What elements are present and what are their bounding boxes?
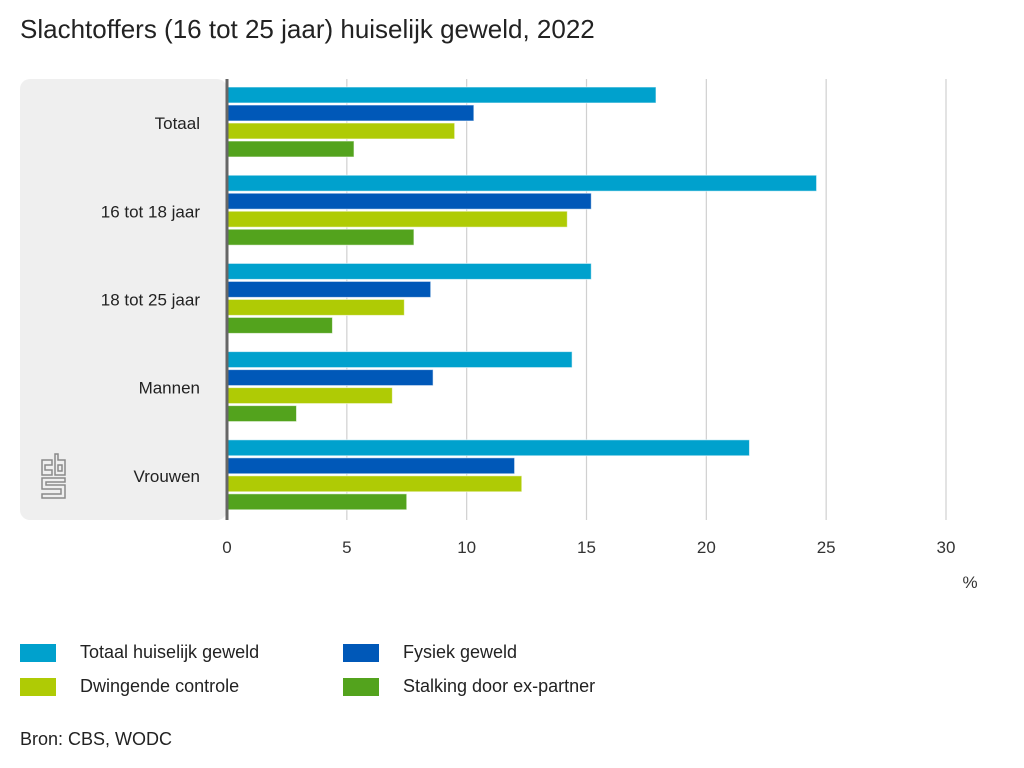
- cbs-logo-icon: [41, 453, 66, 499]
- x-tick-label: 15: [577, 538, 596, 557]
- x-tick-labels: 0 5 10 15 20 25 30: [222, 538, 955, 557]
- bar: [226, 439, 750, 457]
- bar: [226, 493, 408, 511]
- bar: [226, 405, 298, 423]
- category-label: 18 tot 25 jaar: [101, 291, 201, 310]
- bar: [226, 210, 568, 228]
- category-panel: [20, 79, 227, 520]
- category-label: Mannen: [139, 379, 200, 398]
- bars: [226, 86, 818, 511]
- x-tick-label: 10: [457, 538, 476, 557]
- bar: [226, 140, 355, 158]
- legend-item-dwingende: Dwingende controle: [20, 676, 239, 697]
- x-tick-label: 5: [342, 538, 351, 557]
- bar: [226, 387, 393, 405]
- bar: [226, 369, 434, 387]
- legend-item-fysiek: Fysiek geweld: [343, 642, 517, 663]
- legend-item-stalking: Stalking door ex-partner: [343, 676, 595, 697]
- legend-label: Totaal huiselijk geweld: [80, 642, 260, 662]
- bar: [226, 475, 523, 493]
- bar-chart: Totaal 16 tot 18 jaar 18 tot 25 jaar Mannen…: [20, 79, 978, 592]
- bar: [226, 316, 333, 334]
- category-labels: Totaal 16 tot 18 jaar 18 tot 25 jaar Mannen…: [101, 114, 201, 486]
- x-tick-label: 0: [222, 538, 231, 557]
- bar: [226, 298, 405, 316]
- legend-swatch: [20, 643, 56, 662]
- bar: [226, 122, 456, 140]
- x-axis-label: %: [962, 573, 977, 592]
- x-tick-label: 20: [697, 538, 716, 557]
- bar: [226, 86, 657, 104]
- category-label: Vrouwen: [134, 467, 200, 486]
- legend-swatch: [343, 677, 379, 696]
- category-label: 16 tot 18 jaar: [101, 202, 201, 221]
- bar: [226, 192, 592, 210]
- category-label: Totaal: [155, 114, 200, 133]
- chart-title: Slachtoffers (16 tot 25 jaar) huiselijk …: [20, 14, 595, 44]
- bar: [226, 351, 573, 369]
- legend-label: Dwingende controle: [80, 676, 240, 696]
- source-note: Bron: CBS, WODC: [20, 729, 173, 749]
- bar: [226, 174, 818, 192]
- legend-item-totaal: Totaal huiselijk geweld: [20, 642, 259, 663]
- bar: [226, 280, 432, 298]
- x-tick-label: 30: [937, 538, 956, 557]
- legend-label: Stalking door ex-partner: [403, 676, 596, 696]
- bar: [226, 262, 592, 280]
- legend-swatch: [20, 677, 56, 696]
- bar: [226, 104, 475, 122]
- bar: [226, 228, 415, 246]
- x-tick-label: 25: [817, 538, 836, 557]
- legend-label: Fysiek geweld: [403, 642, 518, 662]
- bar: [226, 457, 516, 475]
- legend-swatch: [343, 643, 379, 662]
